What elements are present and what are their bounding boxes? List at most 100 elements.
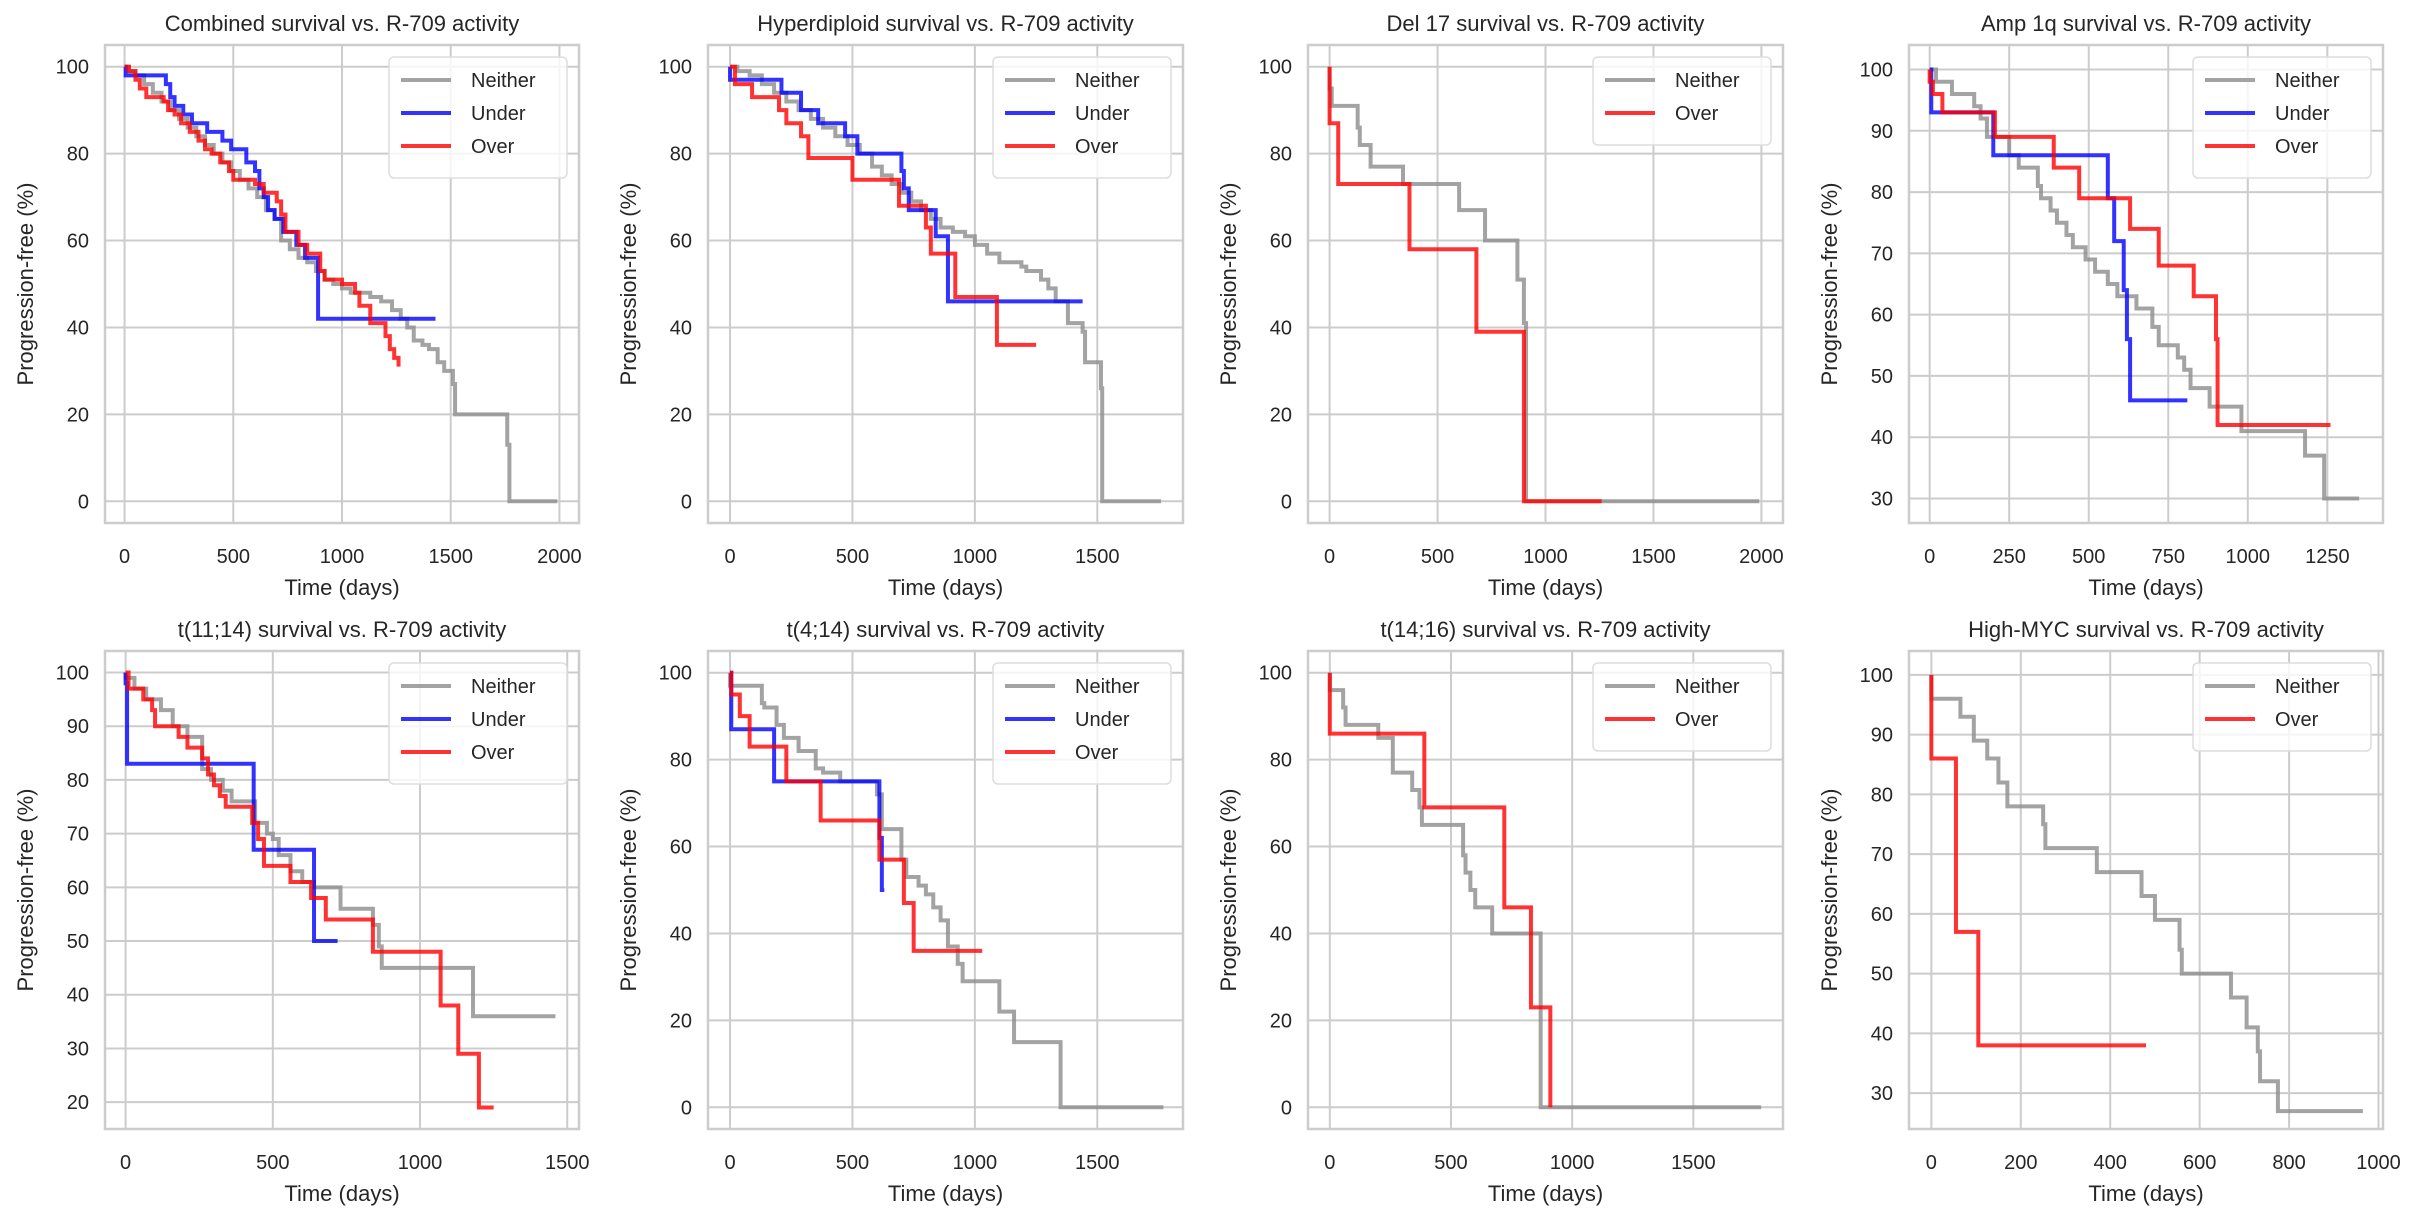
x-tick-label: 750 [2152,546,2185,568]
series-line-neither [1929,67,2360,501]
x-tick-label: 600 [2183,1152,2216,1174]
x-tick-label: 0 [1924,546,1935,568]
y-tick-label: 0 [78,491,89,513]
series-line-neither [124,64,558,504]
series-line-over [729,670,983,953]
legend-label: Over [1675,103,1719,125]
y-tick-label: 20 [1270,1010,1292,1032]
y-tick-label: 50 [1871,964,1893,986]
legend-label: Under [2275,103,2330,125]
chart-panel: 0 200 400 600 800 1000 30 40 50 60 70 80 90 100 High-M… [1817,617,2401,1206]
y-tick-label: 60 [1270,231,1292,253]
y-axis-label: Progression-free (%) [13,789,38,992]
x-tick-label: 0 [724,1152,735,1174]
y-tick-label: 20 [1270,404,1292,426]
y-tick-label: 20 [67,404,89,426]
x-tick-label: 800 [2272,1152,2305,1174]
legend-label: Under [471,709,526,731]
x-tick-label: 1500 [1075,1152,1120,1174]
chart-title: Amp 1q survival vs. R-709 activity [1981,11,2311,36]
chart-panel: 0 250 500 750 1000 1250 30 40 50 60 70 80 90 100 Amp 1… [1817,11,2385,600]
legend: Neither Under Over [992,662,1172,785]
y-tick-label: 40 [670,923,692,945]
series-line-over [1327,66,1602,504]
axes-frame [1907,649,2385,1131]
x-tick-label: 1000 [953,1152,998,1174]
legend-label: Over [2275,136,2319,158]
y-axis-label: Progression-free (%) [1216,789,1241,992]
x-tick-label: 0 [119,546,130,568]
y-tick-label: 40 [1270,923,1292,945]
chart-panel: 0 500 1000 1500 0 20 40 60 80 100 Hyperdiploid sur… [616,11,1185,600]
x-axis-label: Time (days) [284,575,399,600]
x-tick-label: 1000 [2356,1152,2401,1174]
y-tick-label: 100 [659,57,692,79]
x-tick-label: 1000 [953,546,998,568]
x-tick-label: 1000 [1523,546,1568,568]
x-tick-label: 500 [1421,546,1454,568]
legend-label: Over [1075,136,1119,158]
y-tick-label: 80 [1270,144,1292,166]
y-tick-label: 40 [67,317,89,339]
y-tick-label: 90 [1871,725,1893,747]
x-axis-label: Time (days) [2088,1181,2203,1206]
y-tick-label: 40 [1270,317,1292,339]
y-tick-label: 40 [1871,1023,1893,1045]
x-tick-label: 0 [1324,546,1335,568]
y-tick-label: 80 [1270,750,1292,772]
series-line-neither [1929,674,2363,1114]
x-tick-label: 250 [1993,546,2026,568]
chart-title: High-MYC survival vs. R-709 activity [1968,617,2324,642]
x-tick-label: 500 [1434,1152,1467,1174]
x-tick-label: 200 [2004,1152,2037,1174]
legend: Neither Under Over [388,662,568,785]
x-tick-label: 1000 [320,546,365,568]
y-tick-label: 70 [1871,844,1893,866]
chart-title: Hyperdiploid survival vs. R-709 activity [757,11,1134,36]
y-tick-label: 20 [670,1010,692,1032]
series-line-over [124,64,401,367]
series-line-over [125,670,494,1110]
x-tick-label: 1000 [2226,546,2271,568]
y-tick-label: 80 [67,770,89,792]
legend-label: Neither [471,676,536,698]
series-line-under [729,670,885,892]
legend-label: Neither [1075,70,1140,92]
y-axis-label: Progression-free (%) [616,789,641,992]
legend-label: Under [1075,709,1130,731]
y-axis-label: Progression-free (%) [616,183,641,386]
axes-frame [706,649,1185,1131]
y-tick-label: 80 [1871,784,1893,806]
y-tick-label: 60 [670,837,692,859]
x-tick-label: 400 [2094,1152,2127,1174]
y-tick-label: 90 [1871,121,1893,143]
y-tick-label: 80 [1871,182,1893,204]
legend: Neither Over [1592,56,1772,146]
series-line-over [730,64,1037,347]
legend-label: Over [1075,742,1119,764]
y-tick-label: 80 [670,750,692,772]
y-tick-label: 100 [56,662,89,684]
y-tick-label: 100 [659,663,692,685]
y-tick-label: 40 [670,317,692,339]
x-tick-label: 500 [256,1152,289,1174]
y-axis-label: Progression-free (%) [13,183,38,386]
axes-frame [1306,43,1785,525]
x-tick-label: 1250 [2305,546,2350,568]
x-tick-label: 1500 [428,546,473,568]
x-axis-label: Time (days) [888,575,1003,600]
legend-label: Over [2275,709,2319,731]
y-tick-label: 100 [1259,57,1292,79]
y-tick-label: 60 [67,231,89,253]
x-tick-label: 1500 [1631,546,1676,568]
y-tick-label: 90 [67,716,89,738]
y-tick-label: 100 [1259,663,1292,685]
y-tick-label: 60 [1270,837,1292,859]
y-tick-label: 20 [670,404,692,426]
legend-label: Neither [2275,676,2340,698]
legend: Neither Over [2192,662,2372,752]
x-tick-label: 0 [120,1152,131,1174]
axes-frame [103,43,581,525]
y-tick-label: 0 [1281,1097,1292,1119]
